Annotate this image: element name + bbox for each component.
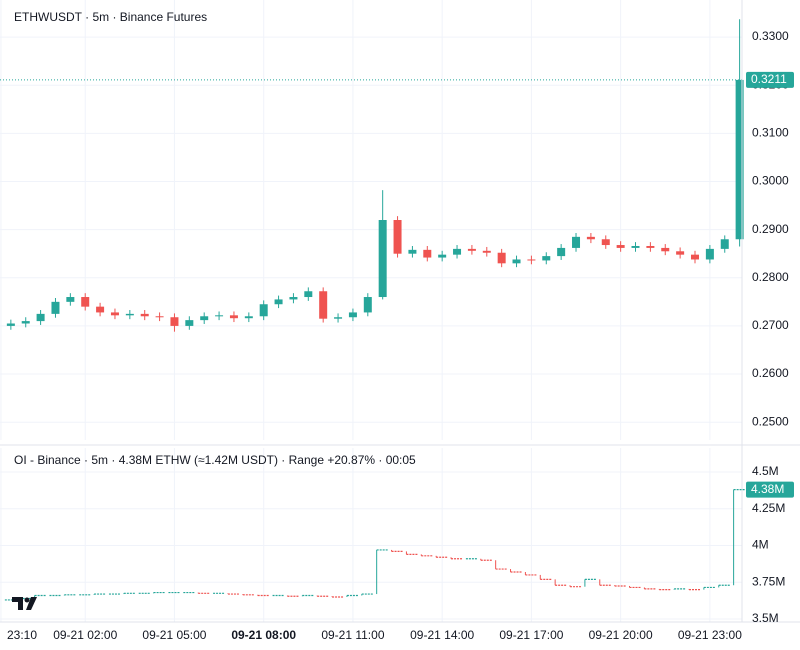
candle-body xyxy=(497,252,506,264)
candle-body xyxy=(676,251,685,255)
candle-body xyxy=(512,259,521,264)
y-tick-label: 0.2900 xyxy=(752,222,789,236)
candle-body xyxy=(289,297,298,300)
candle-body xyxy=(348,312,357,318)
logo xyxy=(12,597,37,610)
candle-body xyxy=(453,248,462,255)
candle-body xyxy=(274,299,283,305)
candle-body xyxy=(691,254,700,260)
y-tick-label: 0.2800 xyxy=(752,270,789,284)
last-value-label: 4.38M xyxy=(751,482,784,496)
candle-body xyxy=(51,301,60,314)
y-tick-label: 0.2600 xyxy=(752,366,789,380)
candle-body xyxy=(140,313,149,317)
x-tick-label: 09-21 14:00 xyxy=(410,628,474,642)
y-tick-label: 4M xyxy=(752,538,769,552)
candle-body xyxy=(6,323,15,326)
y-tick-label: 0.2700 xyxy=(752,318,789,332)
plot-layer xyxy=(0,0,746,622)
x-tick-label: 09-21 05:00 xyxy=(142,628,206,642)
candle-body xyxy=(393,220,402,254)
y-tick-label: 3.5M xyxy=(752,611,779,625)
y-tick-label: 0.3300 xyxy=(752,29,789,43)
y-tick-label: 3.75M xyxy=(752,574,785,588)
x-tick-label: 09-21 08:00 xyxy=(231,628,296,642)
last-price-box xyxy=(746,71,794,88)
x-tick-label: 09-21 20:00 xyxy=(589,628,653,642)
candle-body xyxy=(363,297,372,313)
candle-body xyxy=(259,304,268,317)
x-tick-label: 09-21 11:00 xyxy=(321,628,384,642)
candle-body xyxy=(229,315,238,319)
price-title: ETHWUSDT · 5m · Binance Futures xyxy=(14,10,207,24)
candle-body xyxy=(304,291,313,298)
candle-body xyxy=(155,316,164,318)
candle-body xyxy=(66,297,75,302)
candle-body xyxy=(21,321,30,324)
candle-body xyxy=(36,313,45,322)
y-tick-label: 4.5M xyxy=(752,464,779,478)
y-tick-label: 4.25M xyxy=(752,501,785,515)
x-tick-label: 23:10 xyxy=(7,628,37,642)
candle-body xyxy=(438,254,447,258)
candle-body xyxy=(631,245,640,248)
candle-body xyxy=(185,320,194,326)
x-tick-label: 09-21 23:00 xyxy=(678,628,742,642)
last-value-box xyxy=(746,481,794,498)
candle-body xyxy=(557,247,566,257)
candle-body xyxy=(735,79,744,240)
candle-body xyxy=(200,316,209,321)
candle-body xyxy=(81,297,90,307)
candle-body xyxy=(170,317,179,326)
y-tick-label: 0.3000 xyxy=(752,174,789,188)
x-tick-label: 09-21 17:00 xyxy=(499,628,563,642)
candle-body xyxy=(661,247,670,252)
candle-body xyxy=(586,236,595,240)
candle-body xyxy=(616,245,625,248)
candle-body xyxy=(482,250,491,253)
candle-body xyxy=(319,291,328,319)
candle-body xyxy=(125,313,134,316)
candle-body xyxy=(720,239,729,249)
candle-body xyxy=(572,236,581,248)
y-tick-label: 0.2500 xyxy=(752,414,789,428)
candle-body xyxy=(423,249,432,258)
candle-body xyxy=(646,245,655,248)
candle-body xyxy=(378,220,387,298)
candle-body xyxy=(705,248,714,260)
candle-body xyxy=(334,317,343,319)
candle-body xyxy=(215,315,224,317)
candle-body xyxy=(244,316,253,319)
x-tick-label: 09-21 02:00 xyxy=(53,628,117,642)
candle-body xyxy=(467,248,476,251)
candle-body xyxy=(601,239,610,246)
candle-body xyxy=(96,306,105,313)
oi-title: OI - Binance · 5m · 4.38M ETHW (≈1.42M U… xyxy=(14,453,416,467)
last-price-label: 0.3211 xyxy=(751,72,787,86)
candle-body xyxy=(408,249,417,254)
candle-body xyxy=(110,312,119,316)
candle-body xyxy=(542,256,551,261)
y-tick-label: 0.3100 xyxy=(752,126,789,140)
candle-body xyxy=(527,259,536,261)
